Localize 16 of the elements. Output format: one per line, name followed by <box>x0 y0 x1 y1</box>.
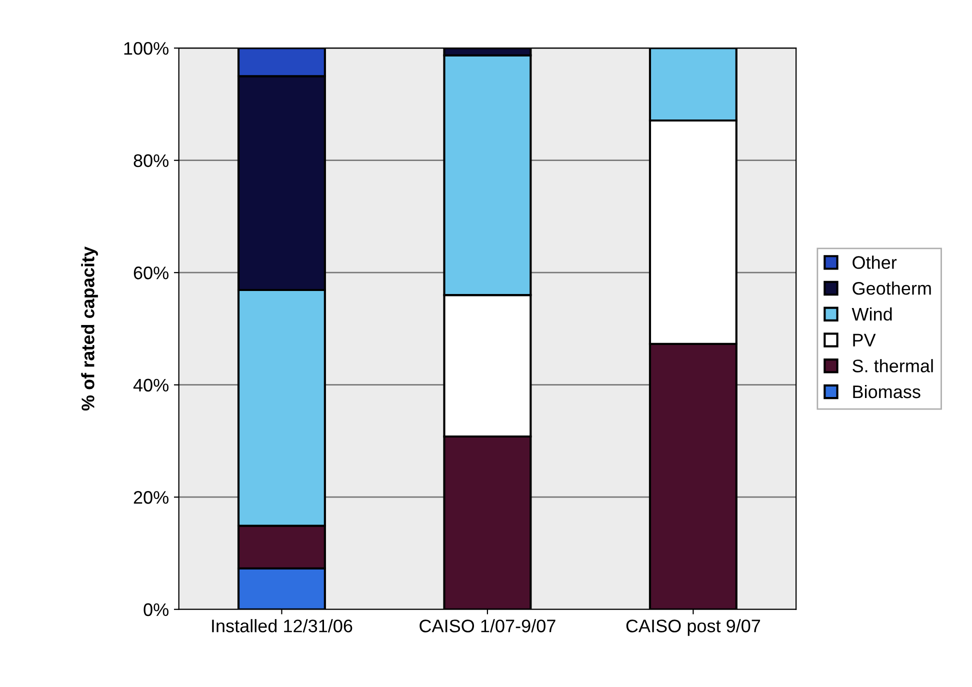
legend-label: Biomass <box>853 384 920 398</box>
x-tick-label: CAISO 1/07-9/07 <box>420 619 556 632</box>
y-tick-label: 40% <box>133 378 168 392</box>
y-tick-label: 20% <box>134 491 168 504</box>
y-axis-title: % of rated capacity <box>81 246 98 411</box>
legend-label: Wind <box>852 307 892 321</box>
x-tick-label: CAISO post 9/07 <box>626 619 760 636</box>
y-tick-label: 60% <box>134 266 168 280</box>
y-tick-label: 80% <box>134 154 168 168</box>
legend-label: Other <box>852 256 897 269</box>
y-tick-label: 0% <box>144 603 168 616</box>
x-tick-label: Installed 12/31/06 <box>212 619 352 632</box>
y-tick-label: 100% <box>124 42 168 55</box>
legend-label: S. thermal <box>852 359 933 372</box>
legend-label: PV <box>853 334 876 346</box>
legend-label: Geotherm <box>852 282 931 295</box>
